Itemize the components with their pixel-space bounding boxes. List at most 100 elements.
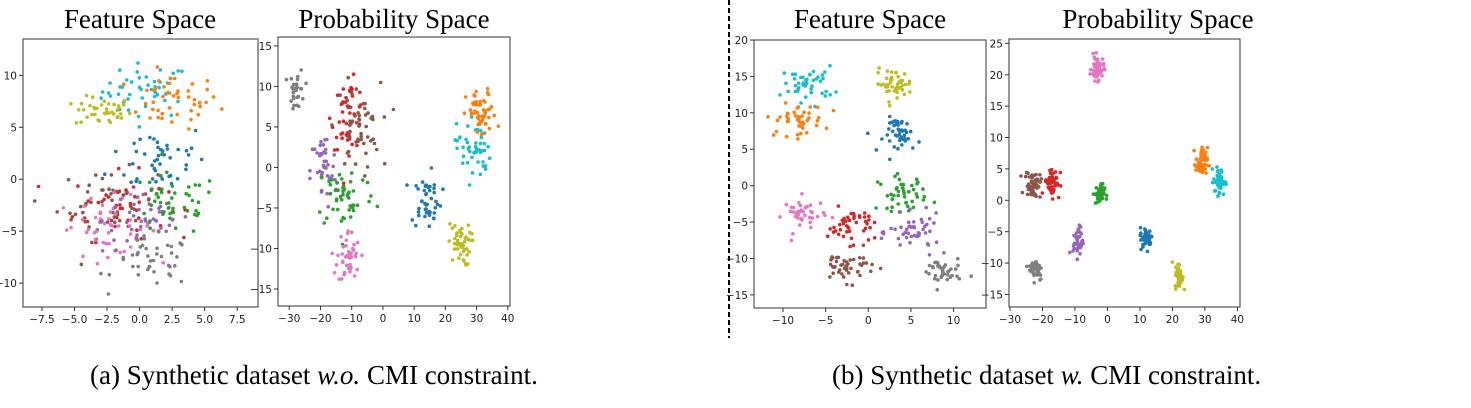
data-point [131,213,136,218]
data-point [1038,180,1042,184]
data-point [153,168,158,173]
data-point [890,85,894,89]
data-point [100,176,105,181]
data-point [1217,191,1221,196]
data-point [1215,178,1220,183]
data-point [797,120,802,124]
data-point [1097,78,1101,83]
data-point [1094,50,1098,55]
data-point [158,162,162,166]
data-point [476,122,481,127]
data-point [957,276,962,281]
data-point [325,191,329,196]
data-point [90,112,94,117]
data-point [135,228,139,232]
data-point [157,230,161,234]
data-point [896,146,900,151]
data-point [1032,266,1036,271]
data-point [157,85,161,90]
data-point [1031,193,1036,197]
data-point [428,184,432,189]
data-point [462,247,467,252]
data-point [205,79,210,83]
data-point [193,128,198,133]
data-point [176,99,180,104]
data-point [74,121,79,125]
data-point [118,203,122,207]
series-orange [766,101,836,141]
data-point [127,111,132,116]
data-point [352,274,357,278]
data-point [112,215,117,219]
data-point [137,207,141,212]
data-point [331,207,335,212]
data-point [1149,234,1153,239]
data-point [112,190,116,195]
data-point [842,266,847,271]
data-point [891,119,896,124]
data-point [417,213,421,218]
data-point [956,263,960,268]
data-point [899,225,903,229]
scatter-plot-1: Feature Space −7.5 −5.0 −2.5 0.0 2.5 5.0 7.5 −10… [0,4,259,326]
x-tick-label: 0 [1104,314,1111,326]
data-point [76,184,80,188]
data-point [151,217,156,221]
data-point [492,113,497,118]
x-tick-label: 30 [1198,314,1211,326]
data-point [375,204,380,209]
data-point [1049,191,1054,195]
data-point [1024,174,1028,179]
data-point [171,210,175,215]
data-point [204,100,208,105]
data-point [353,114,357,118]
data-point [898,210,903,214]
data-point [1104,197,1109,201]
data-point [478,141,483,146]
data-point [160,116,164,121]
data-point [155,246,159,250]
data-point [474,103,479,107]
data-point [99,271,103,276]
data-point [165,170,169,175]
data-point [156,195,160,199]
data-point [170,184,175,188]
data-point [142,152,147,156]
data-point [148,135,152,140]
y-tick-label: 5 [741,144,748,156]
data-point [335,180,339,185]
data-point [165,143,169,148]
data-point [124,220,129,225]
data-point [365,165,370,169]
data-point [1035,186,1039,190]
y-tick-label: 15 [259,41,272,53]
data-point [333,188,338,193]
data-point [90,240,94,245]
data-point [110,198,114,203]
data-point [836,204,841,208]
data-point [157,186,161,191]
data-point [885,69,890,73]
data-point [135,70,139,74]
data-point [793,83,798,88]
data-point [479,132,484,137]
data-point [170,120,174,124]
data-point [815,105,820,110]
data-point [876,70,880,75]
data-point [161,260,165,265]
data-point [432,211,437,215]
data-point [1020,190,1025,195]
data-point [107,102,111,106]
data-point [353,254,358,259]
data-point [927,216,932,221]
data-point [350,119,355,123]
data-point [941,270,945,275]
data-point [391,107,396,112]
series-pink [1088,50,1107,84]
data-point [167,223,172,228]
x-tick-label: 5.0 [196,314,213,326]
data-point [462,240,467,244]
data-point [340,177,344,181]
data-point [118,68,122,72]
x-tick-label: 40 [501,313,514,325]
